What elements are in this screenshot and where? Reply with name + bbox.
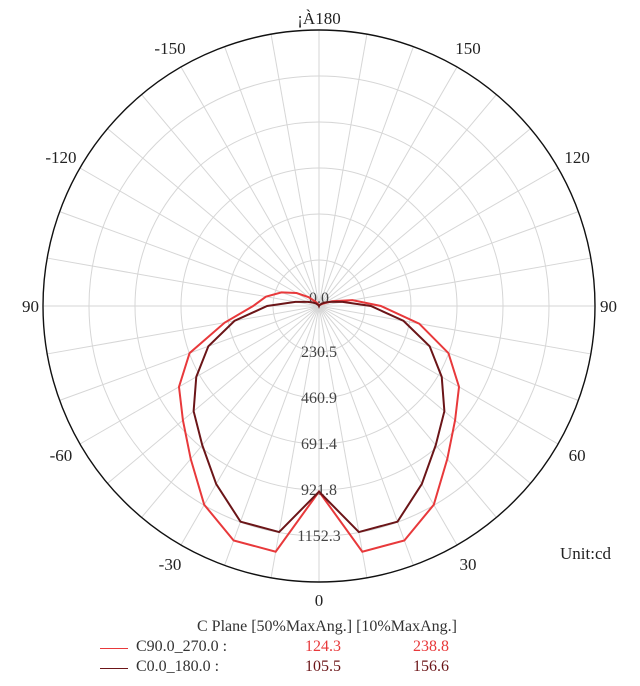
grid-spoke [47,257,320,307]
grid-spoke [79,305,320,445]
angle-tick-label: 150 [455,39,481,58]
grid-spoke [141,94,320,307]
legend-name-c90: C90.0_270.0 : [136,638,228,655]
angle-tick-label: 60 [569,446,586,465]
legend-beam10-c90: 238.8 [413,638,449,655]
grid-spoke [318,257,591,307]
grid-spoke [318,167,559,307]
angle-tick-label: 90 [22,297,39,316]
angle-tick-label: 0 [315,591,324,610]
grid-spoke [318,66,458,307]
grid-spoke [224,46,320,307]
grid-spoke [318,128,531,307]
legend-header: C Plane [50%MaxAng.] [10%MaxAng.] [197,618,457,635]
legend-row-c0: C0.0_180.0 : 105.5 156.6 [100,658,640,678]
grid-spoke [141,305,320,518]
grid-spoke [318,305,559,445]
grid-spoke [318,305,591,355]
legend-name-c0: C0.0_180.0 : [136,658,220,675]
legend-beam50-c90: 124.3 [305,638,341,655]
grid-spoke [318,46,414,307]
grid-spoke [318,305,497,518]
angle-tick-label: -150 [154,39,185,58]
angle-tick-label: -60 [50,446,73,465]
grid-spoke [318,94,497,307]
legend-row-c90: C90.0_270.0 : 124.3 238.8 [100,638,640,658]
angle-tick-label: 30 [460,555,477,574]
grid-spoke [59,211,320,307]
radial-tick-label: 230.5 [301,344,337,361]
grid-spoke [318,34,368,307]
unit-label: Unit:cd [560,544,611,563]
angle-tick-label: ¡À180 [297,9,340,28]
grid-spoke [47,305,320,355]
angle-tick-label: 90 [600,297,617,316]
angle-tick-label: -30 [159,555,182,574]
legend-beam10-c0: 156.6 [413,658,449,675]
grid-spoke [318,305,531,484]
angle-axis-labels: 0 30 -30 60 -60 90 90 120 -120 150 -150 ¡À180 [22,9,617,610]
grid-spoke [79,167,320,307]
angle-tick-label: -120 [45,148,76,167]
radial-tick-label: 691.4 [301,436,337,453]
legend-beam50-c0: 105.5 [305,658,341,675]
legend-swatch-c90 [100,648,128,649]
legend-swatch-c0 [100,668,128,669]
series-line-1 [192,300,446,534]
radial-tick-label: 1152.3 [297,528,340,545]
radial-tick-label: 460.9 [301,390,337,407]
grid-spoke [180,66,320,307]
grid-spoke [107,128,320,307]
grid-spoke [318,211,579,307]
outer-circle [42,29,596,583]
angle-tick-label: 120 [564,148,590,167]
grid-spoke [270,34,320,307]
grid-spoke [107,305,320,484]
intensity-curves [177,291,461,553]
